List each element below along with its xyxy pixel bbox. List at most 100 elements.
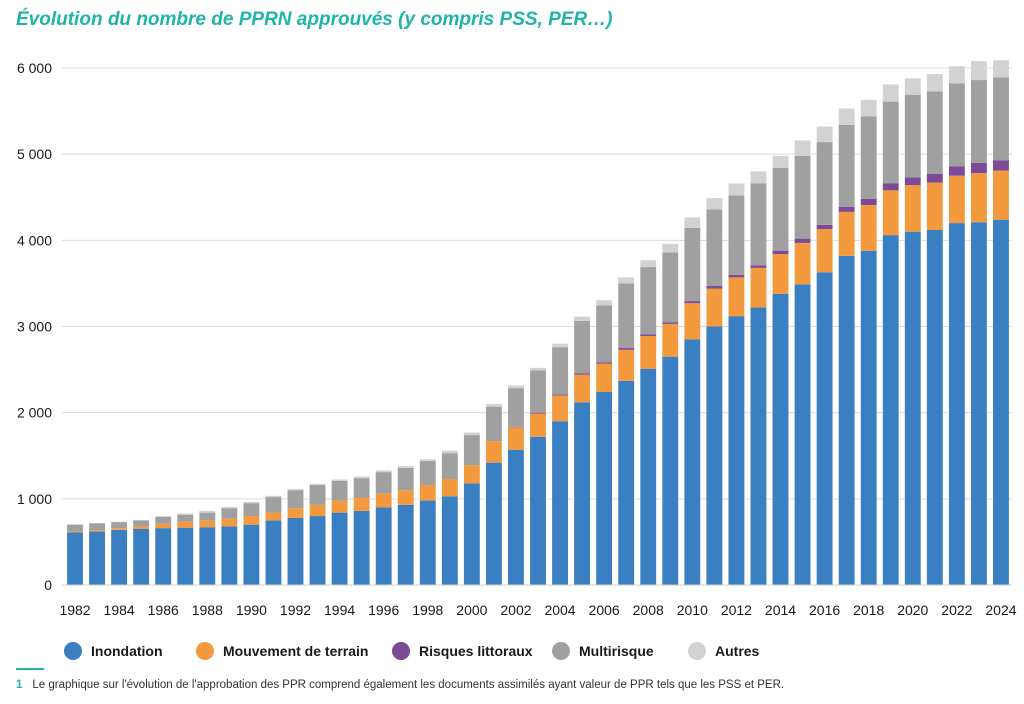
- bar-segment: [485, 441, 502, 463]
- bar-segment: [574, 402, 591, 585]
- bar-segment: [684, 303, 701, 340]
- bar-segment: [882, 235, 899, 585]
- bar-segment: [993, 77, 1009, 161]
- x-tick-label: 1990: [236, 602, 267, 618]
- y-tick-label: 0: [44, 577, 52, 593]
- bar-segment: [640, 368, 657, 585]
- y-tick-label: 3 000: [17, 319, 52, 335]
- bar-segment: [596, 391, 613, 585]
- chart-title: Évolution du nombre de PPRN approuvés (y…: [16, 9, 613, 30]
- bar-segment: [816, 272, 833, 585]
- bar-segment: [287, 517, 304, 585]
- legend-item-inondation: Inondation: [64, 642, 163, 660]
- bar-segment: [89, 523, 106, 531]
- legend-item-mouvement-de-terrain: Mouvement de terrain: [196, 642, 368, 660]
- bar-segment: [155, 516, 172, 524]
- bar-segment: [419, 500, 436, 585]
- bar-segment: [397, 467, 414, 491]
- bar-segment: [133, 526, 150, 529]
- x-tick-label: 2022: [941, 602, 972, 618]
- bar-segment: [993, 160, 1009, 171]
- bar-segment: [706, 209, 723, 287]
- bar-segment: [243, 501, 260, 504]
- x-tick-label: 2012: [721, 602, 752, 618]
- bar-segment: [309, 485, 326, 505]
- x-tick-label: 2008: [633, 602, 664, 618]
- bar-segment: [882, 101, 899, 184]
- bar-segment: [397, 490, 414, 505]
- bar-segment: [596, 305, 613, 363]
- bar-segment: [750, 183, 767, 266]
- bar-segment: [662, 252, 679, 323]
- bar-segment: [463, 432, 480, 436]
- bar-segment: [375, 470, 392, 473]
- bar-segment: [618, 348, 635, 350]
- bar-segment: [970, 61, 987, 81]
- bar-segment: [177, 521, 194, 528]
- bar-segment: [574, 374, 591, 403]
- bar-segment: [287, 488, 304, 491]
- x-tick-label: 1988: [192, 602, 223, 618]
- bar-segment: [860, 198, 877, 206]
- bar-segment: [860, 250, 877, 585]
- bar-segment: [728, 195, 745, 275]
- bar-segment: [706, 198, 723, 210]
- bar-segment: [441, 479, 458, 497]
- bar-segment: [816, 224, 833, 230]
- bar-segment: [397, 466, 414, 468]
- bar-segment: [794, 242, 811, 285]
- bar-segment: [574, 316, 591, 321]
- bar-segment: [882, 190, 899, 236]
- bar-segment: [552, 395, 568, 422]
- bar-segment: [684, 227, 701, 302]
- bar-segment: [199, 510, 216, 513]
- legend-item-multirisque: Multirisque: [552, 642, 654, 660]
- bar-segment: [133, 520, 150, 527]
- x-tick-label: 2024: [985, 602, 1016, 618]
- bar-segment: [993, 219, 1009, 586]
- x-tick-label: 2010: [677, 602, 708, 618]
- bar-segment: [816, 142, 833, 225]
- bar-segment: [419, 459, 436, 461]
- bar-segment: [860, 205, 877, 251]
- bar-segment: [684, 217, 701, 228]
- bar-segment: [993, 170, 1009, 220]
- bar-segment: [882, 183, 899, 191]
- bar-segment: [508, 449, 524, 585]
- bar-segment: [750, 171, 767, 184]
- bar-segment: [530, 370, 546, 413]
- bar-segment: [508, 388, 524, 427]
- bar-segment: [530, 367, 546, 371]
- bar-segment: [508, 427, 524, 450]
- bar-segment: [772, 167, 789, 251]
- bar-segment: [552, 421, 568, 585]
- bar-segment: [574, 373, 591, 375]
- x-tick-label: 1996: [368, 602, 399, 618]
- bar-segment: [596, 300, 613, 306]
- bar-segment: [67, 531, 83, 533]
- bar-segment: [728, 316, 745, 585]
- legend-swatch: [688, 642, 706, 660]
- bar-segment: [838, 206, 855, 212]
- bar-segment: [287, 490, 304, 509]
- bar-segment: [221, 507, 238, 509]
- bar-segment: [67, 532, 83, 585]
- bar-segment: [926, 229, 943, 585]
- bar-segment: [265, 497, 282, 513]
- bar-segment: [485, 462, 502, 585]
- bar-segment: [221, 526, 238, 585]
- bar-segment: [970, 173, 987, 223]
- bar-segment: [265, 512, 282, 521]
- bar-segment: [111, 528, 128, 530]
- bar-segment: [838, 255, 855, 586]
- x-tick-label: 1986: [148, 602, 179, 618]
- bar-segment: [309, 483, 326, 486]
- x-tick-label: 2016: [809, 602, 840, 618]
- bar-segment: [794, 155, 811, 239]
- bar-segment: [485, 404, 502, 407]
- y-tick-label: 1 000: [17, 491, 52, 507]
- bar-segment: [970, 222, 987, 585]
- bar-segment: [111, 529, 128, 585]
- legend-label: Inondation: [91, 643, 163, 659]
- bar-segment: [309, 504, 326, 517]
